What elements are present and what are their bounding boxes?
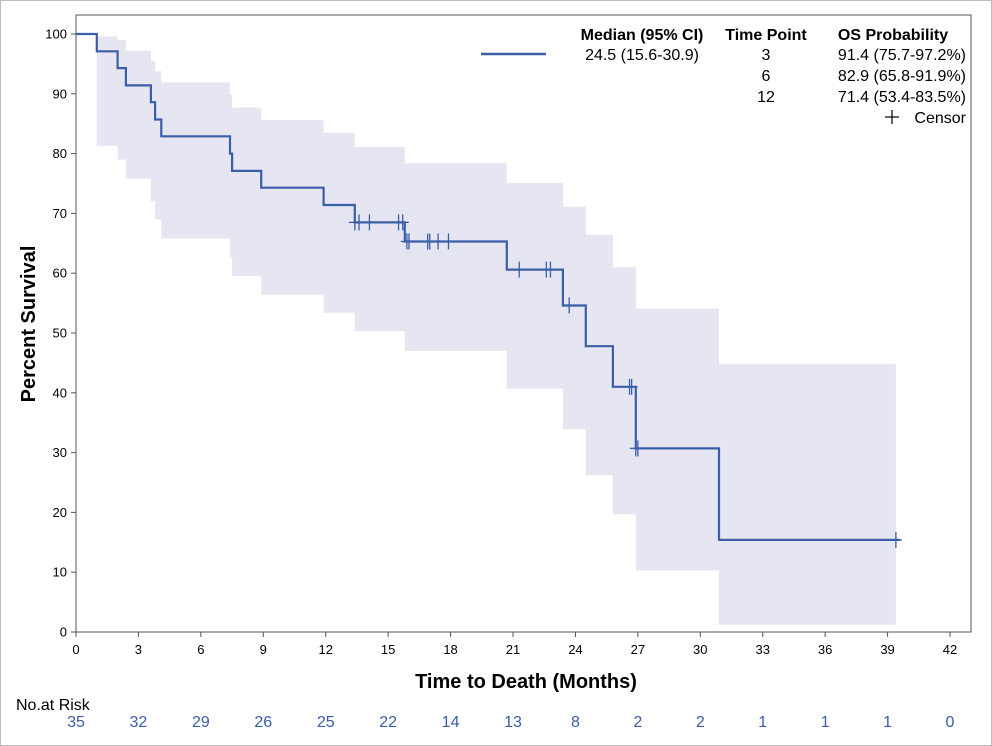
at-risk-value: 14 [442,714,460,731]
at-risk-value: 0 [946,714,955,731]
legend-header-median: Median (95% CI) [581,27,704,44]
y-tick-label: 0 [60,625,67,640]
x-tick-label: 27 [631,642,645,657]
at-risk-value: 25 [317,714,335,731]
legend-prob-12: 71.4 (53.4-83.5%) [838,89,966,106]
x-tick-label: 18 [443,642,457,657]
censor-mark [625,378,638,395]
at-risk-value: 29 [192,714,210,731]
x-tick-label: 39 [880,642,894,657]
censor-mark [432,233,445,250]
censor-mark [631,440,644,457]
censor-mark [513,261,526,278]
censor-mark [396,214,409,231]
legend-censor-symbol [885,110,899,124]
at-risk-value: 1 [758,714,767,731]
legend-header-timepoint: Time Point [725,27,807,44]
y-tick-label: 60 [53,266,67,281]
x-tick-label: 30 [693,642,707,657]
censor-mark [563,297,576,314]
y-tick-label: 100 [45,27,67,42]
x-tick-label: 15 [381,642,395,657]
at-risk-value: 13 [504,714,522,731]
legend-censor-label: Censor [914,110,966,127]
x-tick-label: 36 [818,642,832,657]
legend: Median (95% CI) Time Point OS Probabilit… [481,27,967,127]
x-tick-label: 21 [506,642,520,657]
legend-prob-3: 91.4 (75.7-97.2%) [838,47,966,64]
y-tick-label: 30 [53,445,67,460]
x-tick-label: 42 [943,642,957,657]
at-risk-value: 32 [130,714,148,731]
censor-marks-layer [348,214,902,548]
x-axis-title: Time to Death (Months) [415,671,637,693]
survival-line [76,32,901,541]
y-tick-label: 90 [53,86,67,101]
censor-mark [402,233,415,250]
confidence-band-layer [76,34,896,625]
x-tick-label: 6 [197,642,204,657]
legend-median-value: 24.5 (15.6-30.9) [585,47,699,64]
legend-time-3: 3 [762,47,771,64]
at-risk-value: 2 [633,714,642,731]
y-tick-label: 50 [53,326,67,341]
at-risk-row: 35 32 29 26 25 22 14 13 8 2 2 1 1 1 0 [67,714,954,731]
x-tick-label: 24 [568,642,582,657]
x-tick-label: 0 [72,642,79,657]
at-risk-value: 1 [883,714,892,731]
y-tick-label: 20 [53,505,67,520]
at-risk-value: 2 [696,714,705,731]
censor-mark [363,214,376,231]
y-tick-label: 40 [53,385,67,400]
legend-time-12: 12 [757,89,775,106]
x-tick-label: 12 [318,642,332,657]
y-tick-label: 10 [53,565,67,580]
at-risk-value: 26 [254,714,272,731]
at-risk-value: 22 [379,714,397,731]
at-risk-title: No.at Risk [16,697,91,714]
survival-line-layer [76,32,901,541]
legend-time-6: 6 [762,68,771,85]
y-tick-label: 80 [53,146,67,161]
censor-mark [544,261,557,278]
at-risk-value: 35 [67,714,85,731]
y-axis-title: Percent Survival [18,246,40,403]
censor-mark [442,233,455,250]
confidence-band [76,34,896,625]
at-risk-value: 8 [571,714,580,731]
x-tick-label: 9 [260,642,267,657]
x-tick-label: 3 [135,642,142,657]
censor-mark [353,214,366,231]
x-tick-label: 33 [755,642,769,657]
legend-prob-6: 82.9 (65.8-91.9%) [838,68,966,85]
at-risk-value: 1 [821,714,830,731]
legend-header-osprob: OS Probability [838,27,948,44]
y-tick-label: 70 [53,206,67,221]
censor-mark [889,531,902,548]
